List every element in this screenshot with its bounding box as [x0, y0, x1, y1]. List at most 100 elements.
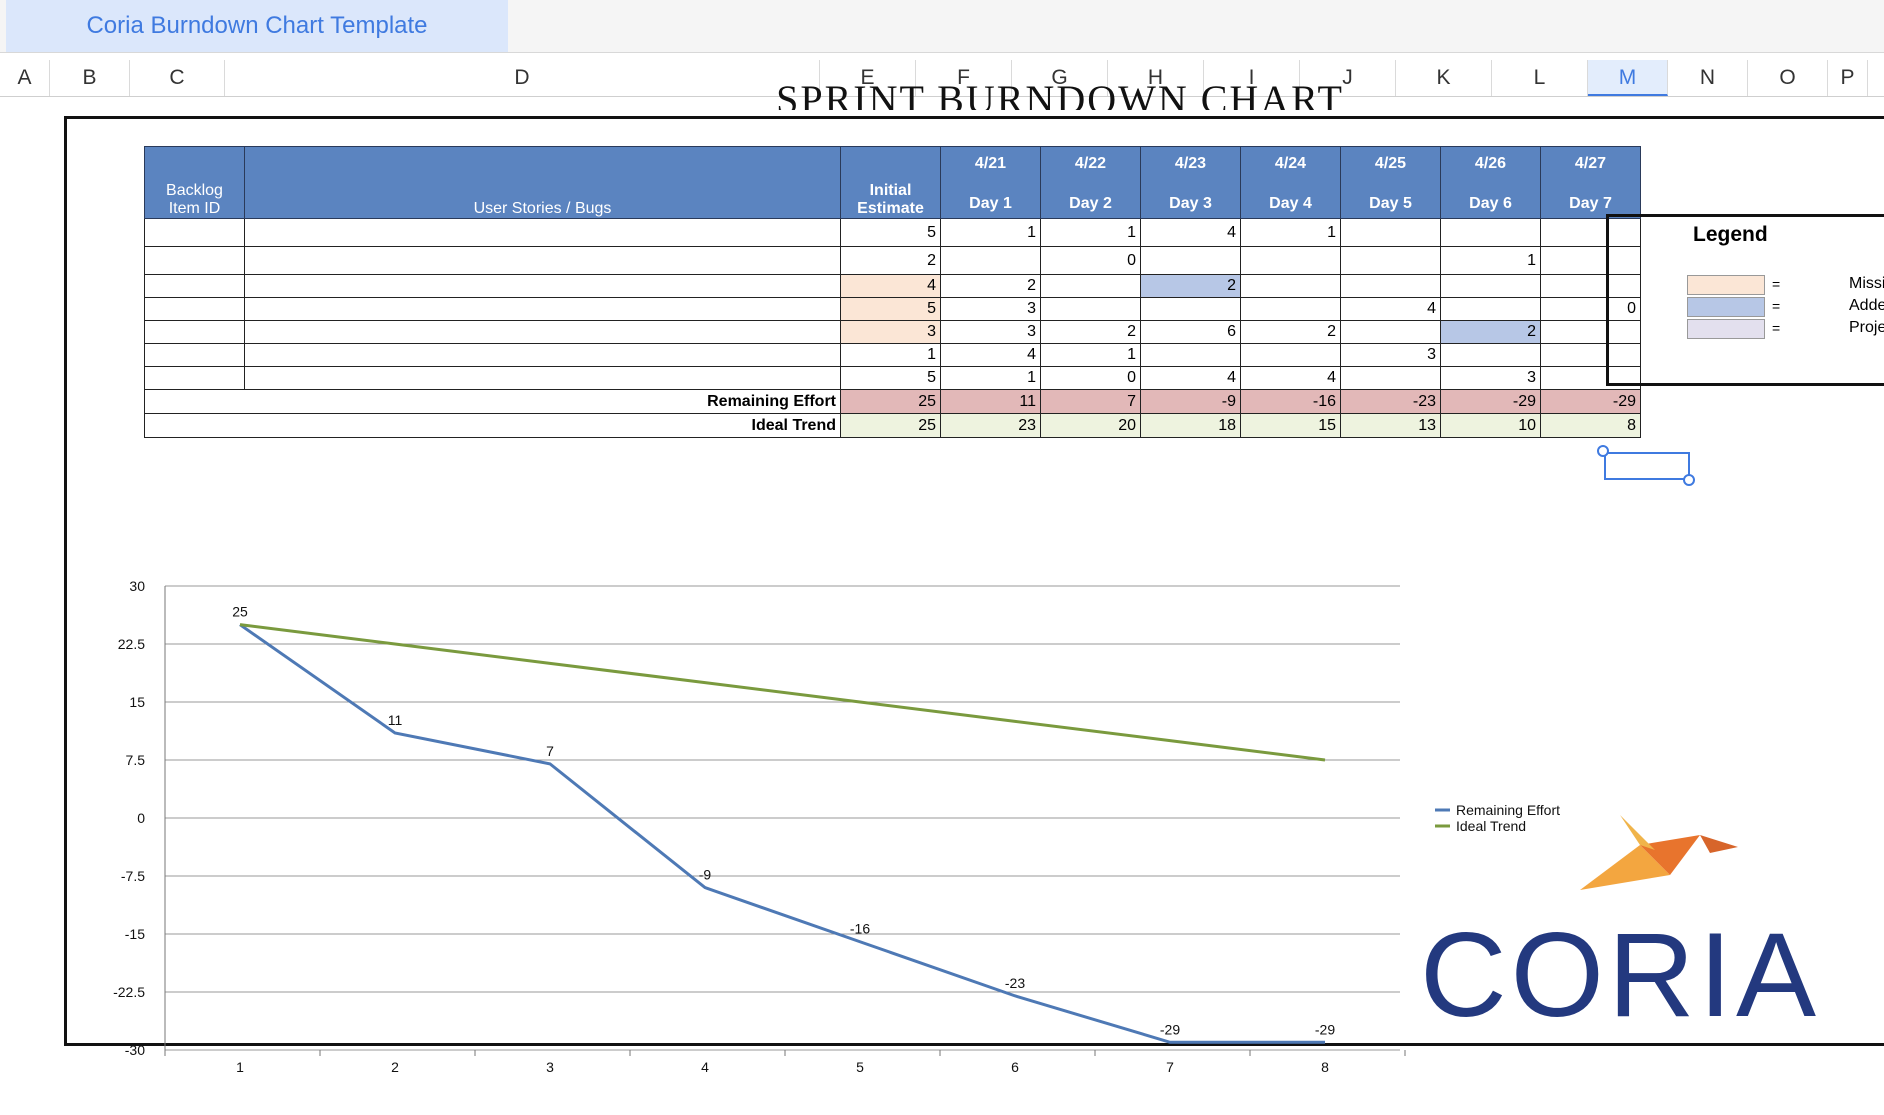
- day-cell[interactable]: 3: [1440, 366, 1541, 390]
- day-cell[interactable]: 4: [940, 343, 1041, 367]
- column-header-k[interactable]: K: [1396, 60, 1492, 96]
- backlog-id-cell[interactable]: [144, 320, 245, 344]
- day-cell[interactable]: 4: [1140, 366, 1241, 390]
- resize-handle-top-left[interactable]: [1597, 445, 1609, 457]
- day-cell[interactable]: [1340, 274, 1441, 298]
- day-cell[interactable]: 1: [1440, 246, 1541, 275]
- day-cell[interactable]: 1: [940, 366, 1041, 390]
- column-header-o[interactable]: O: [1748, 60, 1828, 96]
- day-cell[interactable]: 0: [1040, 246, 1141, 275]
- day-cell[interactable]: 3: [940, 320, 1041, 344]
- backlog-id-cell[interactable]: [144, 274, 245, 298]
- ideal-trend-row-value[interactable]: 18: [1140, 413, 1241, 438]
- estimate-cell[interactable]: 5: [840, 366, 941, 390]
- column-header-g[interactable]: G: [1012, 60, 1108, 96]
- day-cell[interactable]: 1: [1040, 343, 1141, 367]
- selected-object-outline[interactable]: [1604, 452, 1690, 480]
- day-cell[interactable]: [1140, 246, 1241, 275]
- day-cell[interactable]: [1440, 274, 1541, 298]
- backlog-id-cell[interactable]: [144, 218, 245, 247]
- column-header-h[interactable]: H: [1108, 60, 1204, 96]
- remaining-effort-row-value[interactable]: -23: [1340, 389, 1441, 414]
- header-day-4[interactable]: 4/24 Day 4: [1240, 146, 1341, 219]
- day-cell[interactable]: [940, 246, 1041, 275]
- day-cell[interactable]: [1440, 297, 1541, 321]
- estimate-cell[interactable]: 1: [840, 343, 941, 367]
- day-cell[interactable]: 1: [1240, 218, 1341, 247]
- day-cell[interactable]: [1240, 246, 1341, 275]
- backlog-id-cell[interactable]: [144, 366, 245, 390]
- day-cell[interactable]: 1: [1040, 218, 1141, 247]
- estimate-cell[interactable]: 4: [840, 274, 941, 298]
- header-user-stories[interactable]: User Stories / Bugs: [244, 146, 841, 219]
- day-cell[interactable]: 4: [1240, 366, 1341, 390]
- column-header-f[interactable]: F: [916, 60, 1012, 96]
- column-header-i[interactable]: I: [1204, 60, 1300, 96]
- day-cell[interactable]: 2: [1140, 274, 1241, 298]
- remaining-effort-row-value[interactable]: -16: [1240, 389, 1341, 414]
- sheet-tab[interactable]: Coria Burndown Chart Template: [6, 0, 508, 52]
- day-cell[interactable]: 3: [1340, 343, 1441, 367]
- day-cell[interactable]: 1: [940, 218, 1041, 247]
- day-cell[interactable]: 2: [1240, 320, 1341, 344]
- column-header-l[interactable]: L: [1492, 60, 1588, 96]
- header-day-6[interactable]: 4/26 Day 6: [1440, 146, 1541, 219]
- column-header-p[interactable]: P: [1828, 60, 1868, 96]
- day-cell[interactable]: [1340, 366, 1441, 390]
- day-cell[interactable]: 4: [1340, 297, 1441, 321]
- ideal-trend-row-value[interactable]: 25: [840, 413, 941, 438]
- story-cell[interactable]: [244, 246, 841, 275]
- day-cell[interactable]: [1140, 297, 1241, 321]
- ideal-trend-row-value[interactable]: 10: [1440, 413, 1541, 438]
- ideal-trend-row-value[interactable]: 20: [1040, 413, 1141, 438]
- day-cell[interactable]: [1440, 218, 1541, 247]
- estimate-cell[interactable]: 5: [840, 218, 941, 247]
- story-cell[interactable]: [244, 297, 841, 321]
- day-cell[interactable]: [1540, 366, 1641, 390]
- day-cell[interactable]: 2: [1440, 320, 1541, 344]
- column-header-m[interactable]: M: [1588, 60, 1668, 96]
- day-cell[interactable]: [1340, 320, 1441, 344]
- day-cell[interactable]: [1340, 218, 1441, 247]
- remaining-effort-row-value[interactable]: -29: [1440, 389, 1541, 414]
- day-cell[interactable]: [1140, 343, 1241, 367]
- header-backlog-id[interactable]: Backlog Item ID: [144, 146, 245, 219]
- header-day-2[interactable]: 4/22 Day 2: [1040, 146, 1141, 219]
- resize-handle-bottom-right[interactable]: [1683, 474, 1695, 486]
- column-header-c[interactable]: C: [130, 60, 225, 96]
- header-initial-estimate[interactable]: Initial Estimate: [840, 146, 941, 219]
- remaining-effort-row-value[interactable]: -9: [1140, 389, 1241, 414]
- story-cell[interactable]: [244, 320, 841, 344]
- day-cell[interactable]: [1240, 343, 1341, 367]
- story-cell[interactable]: [244, 343, 841, 367]
- day-cell[interactable]: [1240, 274, 1341, 298]
- day-cell[interactable]: [1540, 218, 1641, 247]
- burndown-line-chart[interactable]: 30 22.5 15 7.5 0 -7.5 -15 -22.5 -30 1 2 3 4 5 6 7 8 25 11 7…: [100, 570, 1660, 1085]
- remaining-effort-row-value[interactable]: -29: [1540, 389, 1641, 414]
- header-day-7[interactable]: 4/27 Day 7: [1540, 146, 1641, 219]
- day-cell[interactable]: 2: [940, 274, 1041, 298]
- column-header-a[interactable]: A: [0, 60, 50, 96]
- backlog-id-cell[interactable]: [144, 343, 245, 367]
- day-cell[interactable]: 3: [940, 297, 1041, 321]
- day-cell[interactable]: [1040, 297, 1141, 321]
- day-cell[interactable]: 6: [1140, 320, 1241, 344]
- remaining-effort-row-value[interactable]: 7: [1040, 389, 1141, 414]
- day-cell[interactable]: [1040, 274, 1141, 298]
- remaining-effort-row-value[interactable]: 25: [840, 389, 941, 414]
- estimate-cell[interactable]: 5: [840, 297, 941, 321]
- column-header-n[interactable]: N: [1668, 60, 1748, 96]
- ideal-trend-row-value[interactable]: 15: [1240, 413, 1341, 438]
- story-cell[interactable]: [244, 218, 841, 247]
- column-header-d[interactable]: D: [225, 60, 820, 96]
- day-cell[interactable]: [1240, 297, 1341, 321]
- day-cell[interactable]: [1340, 246, 1441, 275]
- column-header-e[interactable]: E: [820, 60, 916, 96]
- day-cell[interactable]: 2: [1040, 320, 1141, 344]
- day-cell[interactable]: [1440, 343, 1541, 367]
- story-cell[interactable]: [244, 366, 841, 390]
- day-cell[interactable]: 4: [1140, 218, 1241, 247]
- ideal-trend-row-value[interactable]: 8: [1540, 413, 1641, 438]
- header-day-3[interactable]: 4/23 Day 3: [1140, 146, 1241, 219]
- story-cell[interactable]: [244, 274, 841, 298]
